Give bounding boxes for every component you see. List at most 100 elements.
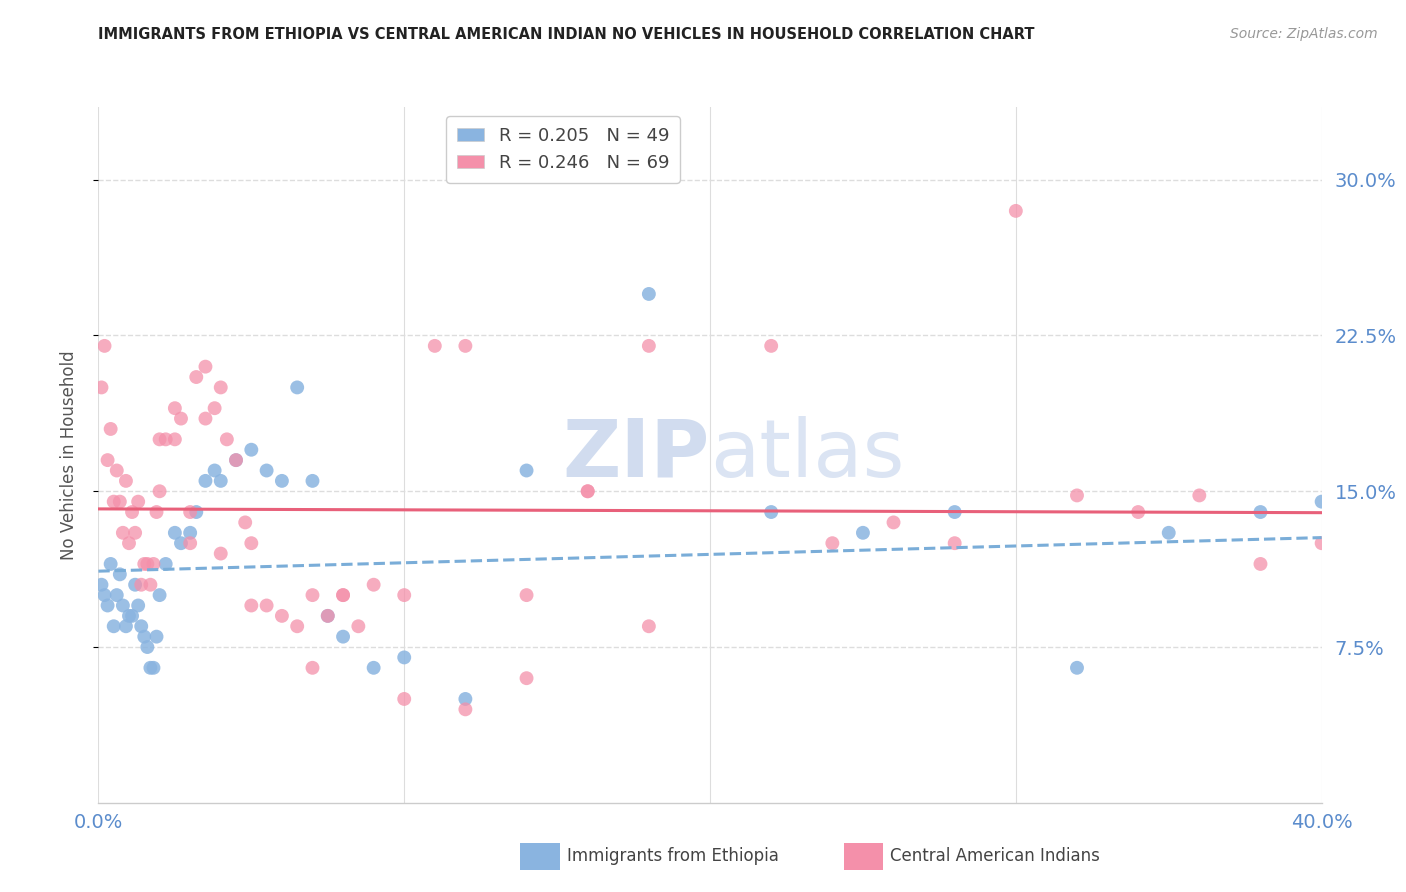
- Text: IMMIGRANTS FROM ETHIOPIA VS CENTRAL AMERICAN INDIAN NO VEHICLES IN HOUSEHOLD COR: IMMIGRANTS FROM ETHIOPIA VS CENTRAL AMER…: [98, 27, 1035, 42]
- Point: [129, 619, 152, 633]
- Point: [127, 494, 149, 508]
- Point: [100, 557, 122, 571]
- Point: [170, 536, 193, 550]
- Point: [163, 401, 186, 416]
- Point: [392, 588, 416, 602]
- Text: Central American Indians: Central American Indians: [890, 847, 1099, 865]
- Point: [270, 608, 292, 623]
- Point: [121, 505, 143, 519]
- Point: [225, 453, 247, 467]
- Point: [90, 380, 112, 394]
- Text: ZIP: ZIP: [562, 416, 710, 494]
- Point: [1371, 692, 1393, 706]
- Point: [363, 661, 385, 675]
- Point: [301, 588, 323, 602]
- Point: [576, 484, 599, 499]
- Point: [1188, 488, 1211, 502]
- Point: [240, 599, 263, 613]
- Point: [136, 640, 159, 654]
- Point: [256, 599, 278, 613]
- Point: [1157, 525, 1180, 540]
- Point: [852, 525, 875, 540]
- Point: [316, 608, 339, 623]
- Point: [163, 525, 186, 540]
- Point: [423, 339, 446, 353]
- Point: [149, 588, 172, 602]
- Point: [145, 505, 167, 519]
- Point: [233, 516, 256, 530]
- Point: [194, 359, 217, 374]
- Point: [1066, 488, 1088, 502]
- Point: [179, 536, 201, 550]
- Point: [145, 630, 167, 644]
- Point: [204, 463, 226, 477]
- Legend: R = 0.205   N = 49, R = 0.246   N = 69: R = 0.205 N = 49, R = 0.246 N = 69: [446, 116, 681, 183]
- Point: [1249, 557, 1271, 571]
- Point: [209, 380, 232, 394]
- Point: [454, 339, 477, 353]
- Point: [134, 557, 156, 571]
- Point: [240, 536, 263, 550]
- Y-axis label: No Vehicles in Household: No Vehicles in Household: [59, 350, 77, 560]
- Point: [108, 567, 131, 582]
- Point: [301, 661, 323, 675]
- Point: [637, 287, 661, 301]
- Point: [215, 433, 238, 447]
- Point: [100, 422, 122, 436]
- Point: [576, 484, 599, 499]
- Point: [883, 516, 905, 530]
- Text: atlas: atlas: [710, 416, 904, 494]
- Point: [149, 433, 172, 447]
- Point: [163, 433, 186, 447]
- Text: Immigrants from Ethiopia: Immigrants from Ethiopia: [567, 847, 779, 865]
- Point: [301, 474, 323, 488]
- Point: [124, 578, 146, 592]
- Point: [103, 494, 125, 508]
- Point: [97, 599, 120, 613]
- Point: [93, 588, 115, 602]
- Point: [179, 505, 201, 519]
- Point: [155, 557, 177, 571]
- Point: [194, 474, 217, 488]
- Point: [115, 619, 138, 633]
- Point: [142, 557, 165, 571]
- Point: [285, 619, 308, 633]
- Point: [637, 619, 661, 633]
- Point: [105, 588, 128, 602]
- Point: [118, 536, 141, 550]
- Text: Source: ZipAtlas.com: Source: ZipAtlas.com: [1230, 27, 1378, 41]
- Point: [347, 619, 370, 633]
- Point: [1066, 661, 1088, 675]
- Point: [637, 339, 661, 353]
- Point: [170, 411, 193, 425]
- Point: [316, 608, 339, 623]
- Point: [943, 505, 966, 519]
- Point: [186, 370, 208, 384]
- Point: [1310, 536, 1333, 550]
- Point: [1310, 494, 1333, 508]
- Point: [142, 661, 165, 675]
- Point: [194, 411, 217, 425]
- Point: [209, 474, 232, 488]
- Point: [270, 474, 292, 488]
- Point: [1004, 203, 1026, 218]
- Point: [285, 380, 308, 394]
- Point: [90, 578, 112, 592]
- Point: [124, 525, 146, 540]
- Point: [111, 599, 134, 613]
- Point: [139, 661, 162, 675]
- Point: [392, 650, 416, 665]
- Point: [516, 671, 538, 685]
- Point: [225, 453, 247, 467]
- Point: [332, 588, 354, 602]
- Point: [111, 525, 134, 540]
- Point: [136, 557, 159, 571]
- Point: [127, 599, 149, 613]
- Point: [332, 630, 354, 644]
- Point: [454, 702, 477, 716]
- Point: [129, 578, 152, 592]
- Point: [759, 505, 782, 519]
- Point: [155, 433, 177, 447]
- Point: [516, 463, 538, 477]
- Point: [118, 608, 141, 623]
